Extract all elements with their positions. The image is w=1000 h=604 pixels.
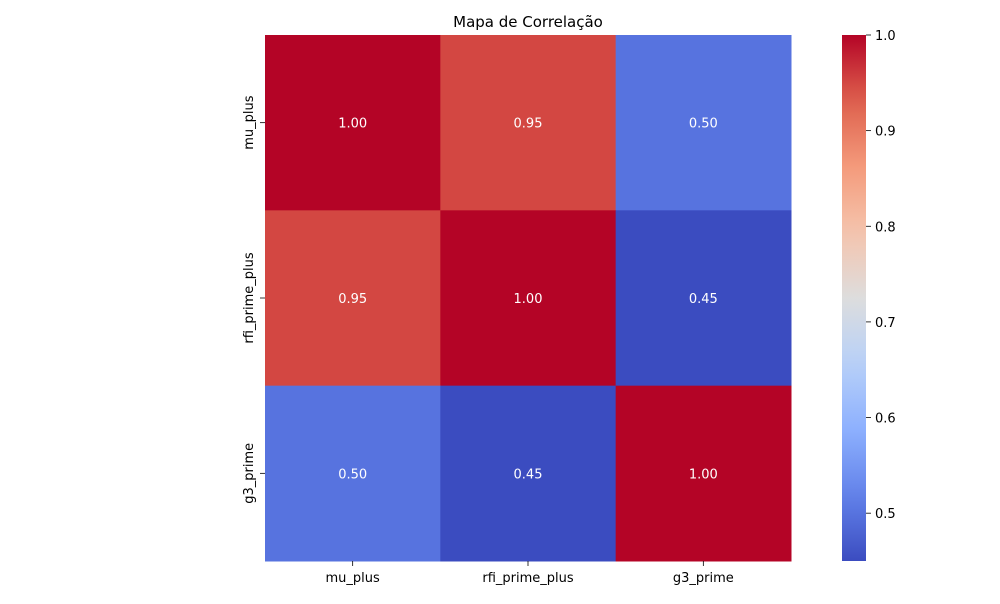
colorbar-tick-label: 1.0 [875, 29, 896, 44]
cell-value-label: 0.95 [514, 117, 543, 132]
cell-annotations: 1.00 0.95 0.50 0.95 1.00 0.45 0.50 0.45 1.00 [338, 117, 718, 483]
heatmap-cell [615, 35, 792, 211]
heatmap-cell [265, 385, 441, 562]
heatmap-cell [265, 35, 441, 211]
cell-value-label: 0.45 [689, 292, 718, 307]
heatmap-cell [265, 210, 441, 387]
cell-value-label: 0.95 [338, 292, 367, 307]
x-tick-label: g3_prime [673, 571, 734, 586]
cell-value-label: 0.45 [514, 467, 543, 482]
heatmap-cell [440, 35, 617, 211]
y-axis: mu_plus rfi_prime_plus g3_prime [242, 95, 265, 504]
y-tick-label: mu_plus [242, 95, 257, 150]
colorbar-tick-label: 0.5 [875, 507, 896, 522]
colorbar: 0.5 0.6 0.7 0.8 0.9 1.0 [842, 29, 896, 561]
y-tick-label: g3_prime [242, 443, 257, 504]
heatmap-cell [615, 385, 792, 562]
heatmap-cell [440, 385, 617, 562]
y-tick-label: rfi_prime_plus [242, 252, 257, 344]
cell-value-label: 0.50 [689, 117, 718, 132]
colorbar-tick-label: 0.9 [875, 125, 896, 140]
x-axis: mu_plus rfi_prime_plus g3_prime [326, 561, 734, 586]
colorbar-gradient [842, 35, 866, 561]
x-tick-label: rfi_prime_plus [482, 571, 574, 586]
cell-value-label: 1.00 [689, 467, 718, 482]
cell-value-label: 1.00 [338, 117, 367, 132]
chart-title: Mapa de Correlação [453, 13, 603, 31]
cell-value-label: 0.50 [338, 467, 367, 482]
colorbar-tick-label: 0.6 [875, 412, 896, 427]
x-tick-label: mu_plus [326, 571, 381, 586]
heatmap-cell [440, 210, 617, 387]
colorbar-tick-label: 0.8 [875, 220, 896, 235]
colorbar-tick-label: 0.7 [875, 316, 896, 331]
cell-value-label: 1.00 [514, 292, 543, 307]
heatmap-cells [265, 35, 792, 562]
heatmap-cell [615, 210, 792, 387]
